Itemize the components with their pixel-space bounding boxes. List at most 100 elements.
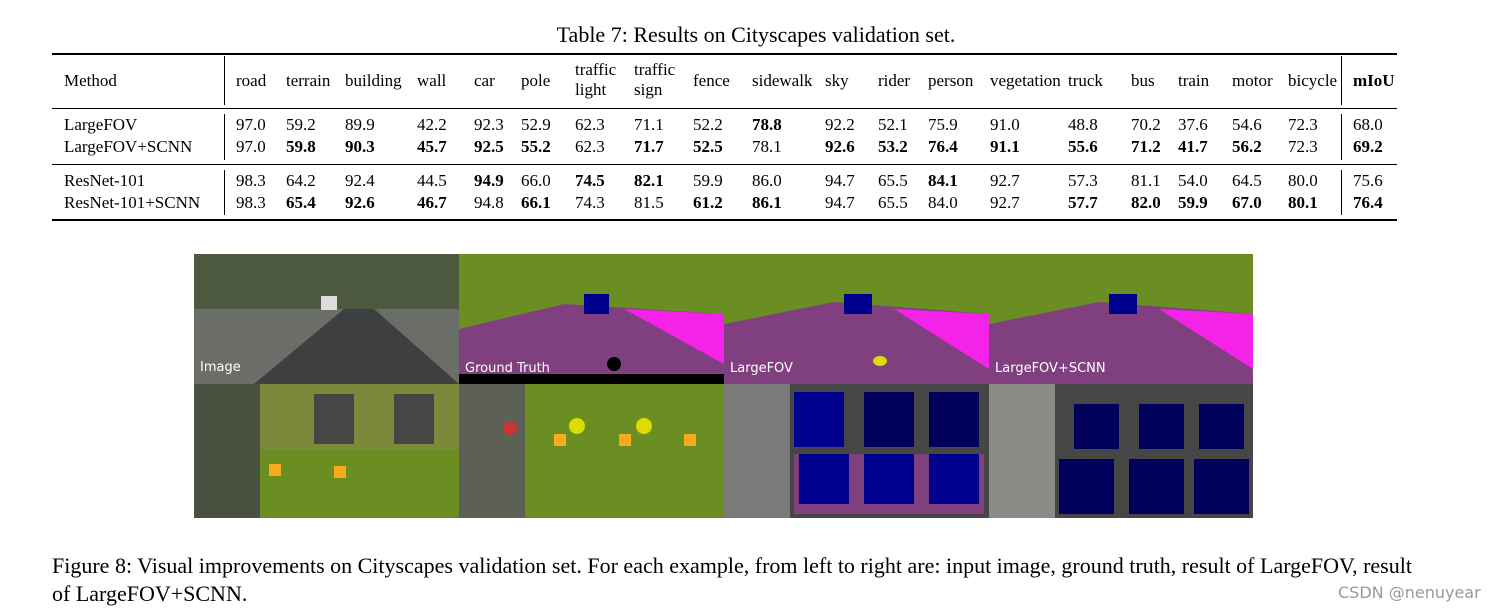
cell: 55.6 [1068,137,1098,156]
cell: 72.3 [1288,137,1318,156]
column-rule [224,114,225,160]
cell: 92.2 [825,115,855,134]
cell: 98.3 [236,171,266,190]
cell: 84.1 [928,171,958,190]
header-cell: pole [521,71,551,90]
cell: 92.3 [474,115,504,134]
rule [52,219,1397,221]
cell: 72.3 [1288,115,1318,134]
cell: 68.0 [1353,115,1383,134]
cell: 94.9 [474,171,504,190]
watermark: CSDN @nenuyear [1338,583,1481,602]
cell: 74.5 [575,171,605,190]
rule [52,53,1397,55]
cell: 48.8 [1068,115,1098,134]
cell: 91.0 [990,115,1020,134]
cell: 42.2 [417,115,447,134]
cell: 64.2 [286,171,316,190]
header-cell: mIoU [1353,71,1395,90]
cell: 97.0 [236,115,266,134]
cell: 78.1 [752,137,782,156]
cell: 52.5 [693,137,723,156]
cell: 74.3 [575,193,605,212]
cell: 57.3 [1068,171,1098,190]
row-method: ResNet-101+SCNN [64,193,201,212]
cell: 81.5 [634,193,664,212]
header-cell: sky [825,71,849,90]
column-rule [1341,170,1342,215]
cell: 59.9 [1178,193,1208,212]
cell: 66.0 [521,171,551,190]
cell: 92.4 [345,171,375,190]
cell: 92.7 [990,193,1020,212]
cell: 84.0 [928,193,958,212]
cell: 86.0 [752,171,782,190]
cell: 71.1 [634,115,664,134]
cell: 76.4 [1353,193,1383,212]
cell: 67.0 [1232,193,1262,212]
figure-label: Ground Truth [465,361,550,376]
table-caption: Table 7: Results on Cityscapes validatio… [556,22,956,47]
header-cell: road [236,71,267,90]
cell: 62.3 [575,115,605,134]
cell: 98.3 [236,193,266,212]
header-cell: sidewalk [752,71,813,90]
cell: 80.1 [1288,193,1318,212]
row-method: ResNet-101 [64,171,146,190]
figure-label: LargeFOV+SCNN [995,361,1106,376]
cell: 92.7 [990,171,1020,190]
cell: 91.1 [990,137,1020,156]
cell: 82.1 [634,171,664,190]
cell: 81.1 [1131,171,1161,190]
cell: 56.2 [1232,137,1262,156]
figure-label: Image [200,360,241,375]
column-rule [224,56,225,105]
cell: 78.8 [752,115,782,134]
header-cell: truck [1068,71,1103,90]
cell: 75.6 [1353,171,1383,190]
cell: 53.2 [878,137,908,156]
cell: 90.3 [345,137,375,156]
cell: 71.2 [1131,137,1161,156]
column-rule [224,170,225,215]
cell: 54.6 [1232,115,1262,134]
cell: 66.1 [521,193,551,212]
cell: 69.2 [1353,137,1383,156]
header-cell: Method [64,71,117,90]
rule [52,108,1397,109]
header-cell: motor [1232,71,1273,90]
cell: 92.5 [474,137,504,156]
cell: 89.9 [345,115,375,134]
cell: 54.0 [1178,171,1208,190]
cell: 65.4 [286,193,316,212]
header-cell: person [928,71,974,90]
cell: 37.6 [1178,115,1208,134]
cell: 41.7 [1178,137,1208,156]
header-cell: vegetation [990,71,1061,90]
cell: 52.1 [878,115,908,134]
cell: 57.7 [1068,193,1098,212]
cell: 82.0 [1131,193,1161,212]
figure-label: LargeFOV [730,361,793,376]
cell: 97.0 [236,137,266,156]
cell: 80.0 [1288,171,1318,190]
cell: 94.7 [825,171,855,190]
cell: 94.8 [474,193,504,212]
cell: 59.9 [693,171,723,190]
cell: 92.6 [345,193,375,212]
header-cell: car [474,71,495,90]
header-cell: rider [878,71,911,90]
header-cell: bus [1131,71,1155,90]
header-cell: fence [693,71,730,90]
cell: 86.1 [752,193,782,212]
cell: 64.5 [1232,171,1262,190]
cell: 62.3 [575,137,605,156]
header-cell: train [1178,71,1210,90]
figure-caption: Figure 8: Visual improvements on Citysca… [52,553,1412,606]
cell: 76.4 [928,137,958,156]
cell: 70.2 [1131,115,1161,134]
cell: 46.7 [417,193,447,212]
cell: 65.5 [878,171,908,190]
column-rule [1341,56,1342,105]
